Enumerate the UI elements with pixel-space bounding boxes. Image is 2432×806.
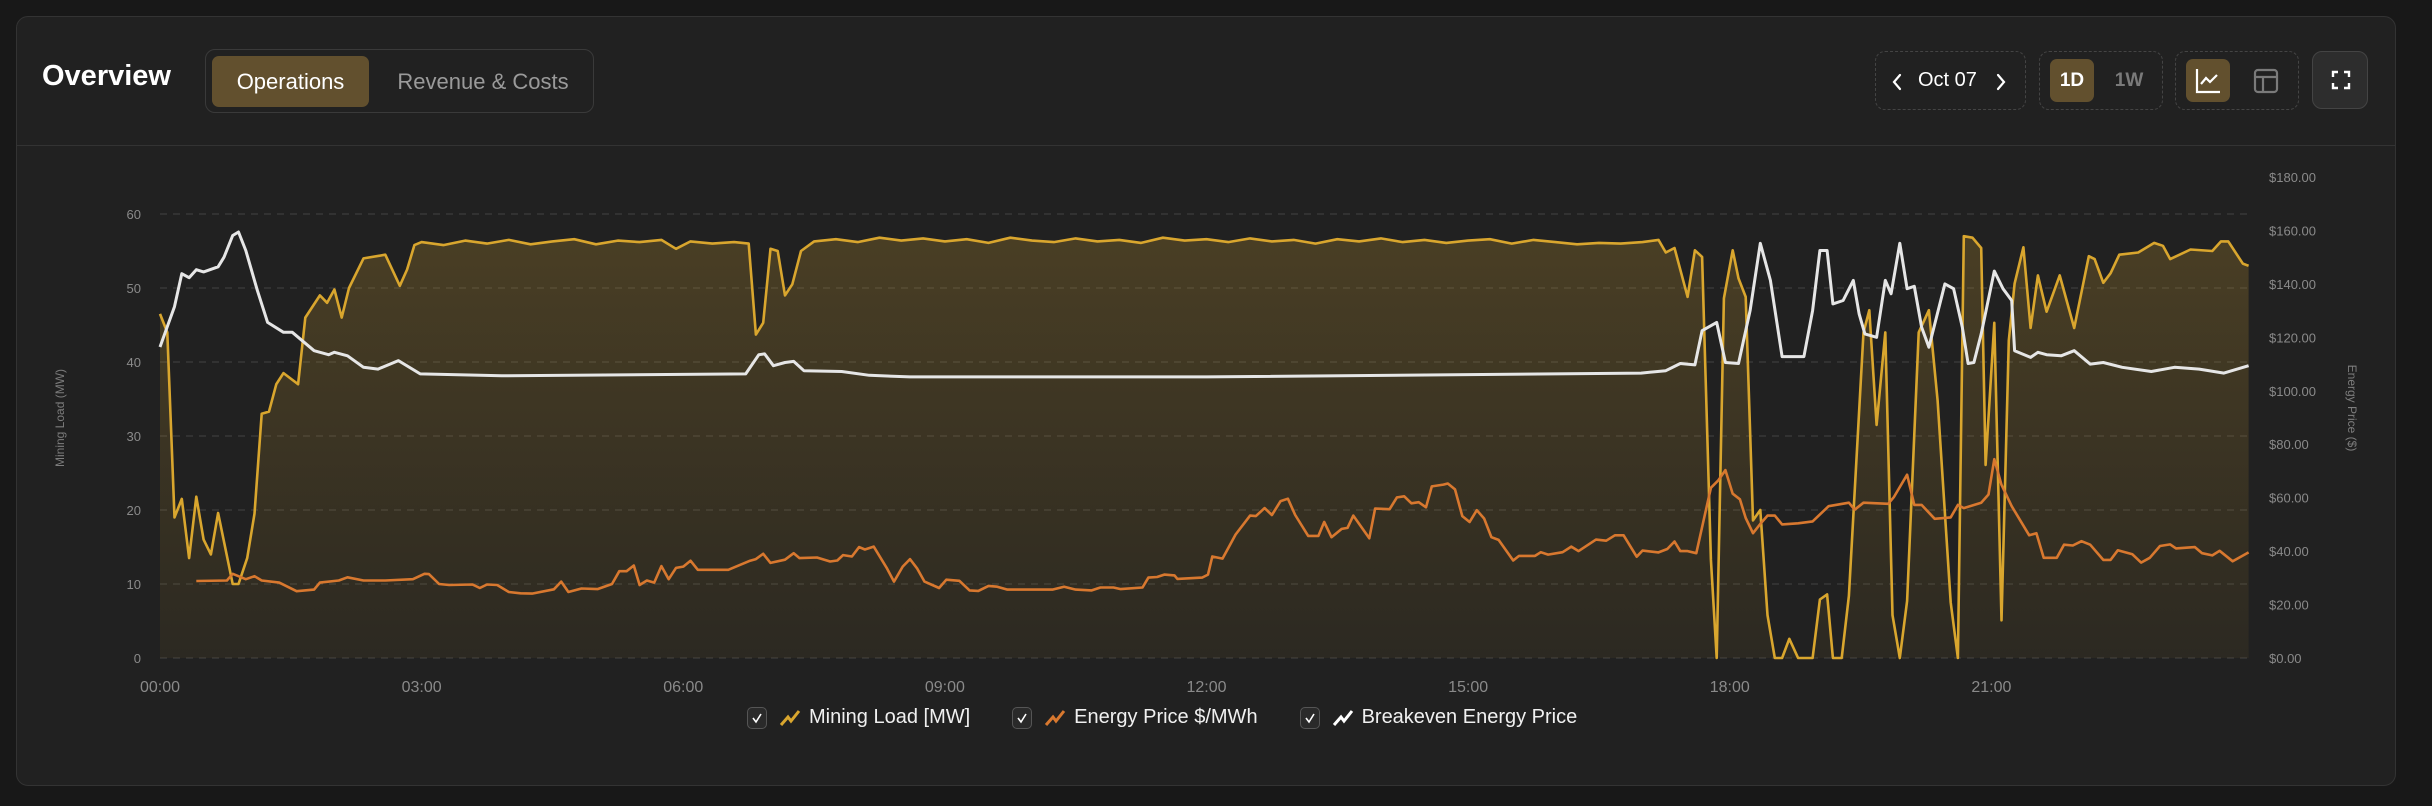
y-right-tick-label: $180.00 <box>2269 170 2316 185</box>
check-icon <box>1304 713 1315 723</box>
mining-load-area <box>160 236 2249 658</box>
line-chart-view-button[interactable] <box>2186 59 2230 102</box>
breakeven-price-line <box>158 230 2250 379</box>
y-right-tick-label: $80.00 <box>2269 437 2309 452</box>
y-left-axis-title: Mining Load (MW) <box>53 369 67 467</box>
y-left-tick-label: 30 <box>127 429 141 444</box>
checkbox-breakeven-price[interactable] <box>1299 706 1320 729</box>
y-right-axis-title: Energy Price ($) <box>2345 365 2359 452</box>
table-icon <box>2253 68 2279 94</box>
y-left-tick-label: 50 <box>127 281 141 296</box>
tab-revenue-costs[interactable]: Revenue & Costs <box>397 69 569 94</box>
legend-energy-price[interactable]: Energy Price $/MWh <box>1012 706 1258 729</box>
trend-line-icon <box>1045 709 1066 726</box>
y-right-tick-label: $60.00 <box>2269 491 2309 506</box>
y-left-tick-label: 60 <box>127 207 141 222</box>
y-left-tick-label: 0 <box>134 651 141 666</box>
y-left-tick-label: 10 <box>127 577 141 592</box>
check-icon <box>752 713 762 723</box>
page-title: Overview <box>42 60 171 92</box>
range-1d-button[interactable]: 1D <box>2050 59 2094 102</box>
check-icon <box>1017 713 1027 723</box>
tab-operations[interactable]: Operations <box>212 56 369 107</box>
x-tick-label: 06:00 <box>663 679 703 696</box>
y-right-tick-label: $140.00 <box>2269 277 2316 292</box>
y-right-tick-label: $100.00 <box>2269 384 2316 399</box>
trend-line-icon <box>1332 709 1353 726</box>
fullscreen-icon <box>2331 70 2351 90</box>
x-tick-label: 21:00 <box>1971 679 2011 696</box>
fullscreen-button[interactable] <box>2312 51 2368 109</box>
checkbox-energy-price[interactable] <box>1012 706 1033 729</box>
current-date[interactable]: Oct 07 <box>1918 69 1977 91</box>
range-toggle: 1D 1W <box>2039 51 2163 110</box>
chart-legend: Mining Load [MW] Energy Price $/MWh Brea… <box>747 706 1619 729</box>
y-left-tick-label: 40 <box>127 355 141 370</box>
mining-load-line <box>158 234 2250 660</box>
y-right-tick-label: $160.00 <box>2269 223 2316 238</box>
y-right-tick-label: $20.00 <box>2269 598 2309 613</box>
y-right-tick-label: $0.00 <box>2269 651 2302 666</box>
y-right-tick-label: $120.00 <box>2269 330 2316 345</box>
legend-label: Breakeven Energy Price <box>1361 706 1578 728</box>
checkbox-mining-load[interactable] <box>747 706 767 729</box>
legend-label: Energy Price $/MWh <box>1074 706 1258 728</box>
header-divider <box>16 145 2396 146</box>
chevron-left-icon[interactable] <box>1890 52 1904 109</box>
chevron-right-icon[interactable] <box>1994 52 2008 109</box>
energy-price-line <box>196 457 2250 595</box>
tab-group: Operations Revenue & Costs <box>205 49 594 113</box>
x-tick-label: 03:00 <box>402 679 442 696</box>
x-tick-label: 09:00 <box>925 679 965 696</box>
range-1w-button[interactable]: 1W <box>2114 70 2144 91</box>
x-tick-label: 12:00 <box>1186 679 1226 696</box>
trend-line-icon <box>779 709 801 726</box>
date-navigator: Oct 07 <box>1875 51 2026 110</box>
legend-breakeven-price[interactable]: Breakeven Energy Price <box>1299 706 1578 729</box>
y-left-tick-label: 20 <box>127 503 141 518</box>
legend-label: Mining Load [MW] <box>809 706 971 728</box>
legend-mining-load[interactable]: Mining Load [MW] <box>747 706 970 729</box>
table-view-button[interactable] <box>2244 59 2288 102</box>
x-tick-label: 18:00 <box>1710 679 1750 696</box>
x-tick-label: 15:00 <box>1448 679 1488 696</box>
y-right-tick-label: $40.00 <box>2269 544 2309 559</box>
view-toggle <box>2175 51 2299 110</box>
line-chart-icon <box>2195 69 2220 94</box>
x-tick-label: 00:00 <box>140 679 180 696</box>
